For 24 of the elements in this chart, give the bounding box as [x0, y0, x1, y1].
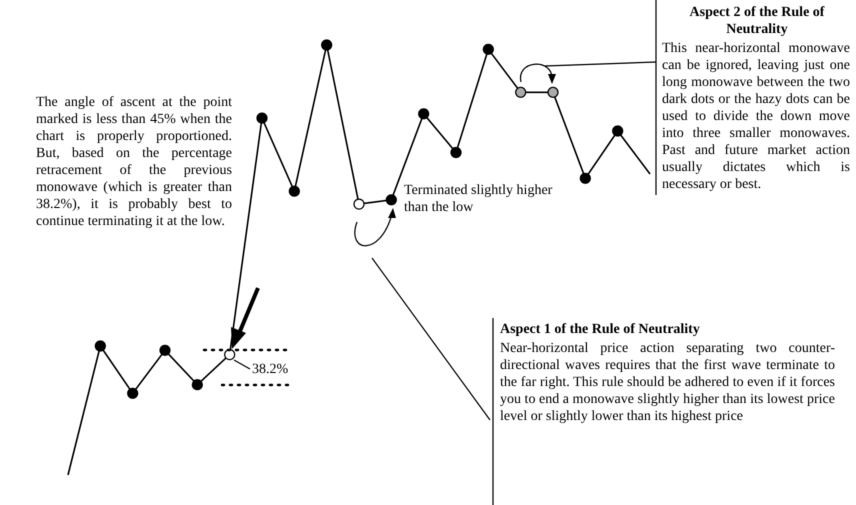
point	[321, 39, 332, 51]
annotation: Terminated slightly higher than the low	[404, 182, 554, 216]
point	[450, 146, 462, 158]
text: This near-horizontal monowave can be ignored, leaving just one long monowave between the two dark dots or the hazy dots can be used to divide the down move into three smaller monowaves. Past and future market action usually dictates which is necessary or best.	[662, 41, 850, 192]
point	[159, 344, 171, 356]
point	[288, 186, 300, 197]
point	[192, 379, 203, 390]
point	[94, 340, 106, 352]
point	[224, 349, 236, 360]
point	[580, 172, 591, 184]
point	[256, 112, 268, 124]
point	[386, 194, 397, 206]
annotation: Near-horizontal price action separating two counter-directional waves requires that the first wave terminate to the far right. This rule should be adhered to even if it forces you to end a monowave slightly higher than its lowest price level or slightly lower than its highest price	[500, 340, 835, 425]
point	[353, 198, 365, 210]
point	[515, 86, 526, 98]
point	[482, 44, 494, 55]
annotation: Aspect 1 of the Rule of Neutrality	[500, 321, 701, 338]
text: Aspect 2 of the Rule of Neutrality	[688, 4, 826, 38]
point	[612, 125, 624, 137]
point	[547, 86, 559, 98]
point	[127, 388, 138, 399]
point	[418, 108, 430, 120]
annotation: The angle of ascent at the point marked is less than 45% when the chart is properly proportioned. But, based on the percentage retracement of the previous monowave (which is greater than 38.2%), it is probably best to continue terminating it at the low.	[36, 94, 232, 230]
annotation: 38.2%	[252, 361, 290, 378]
